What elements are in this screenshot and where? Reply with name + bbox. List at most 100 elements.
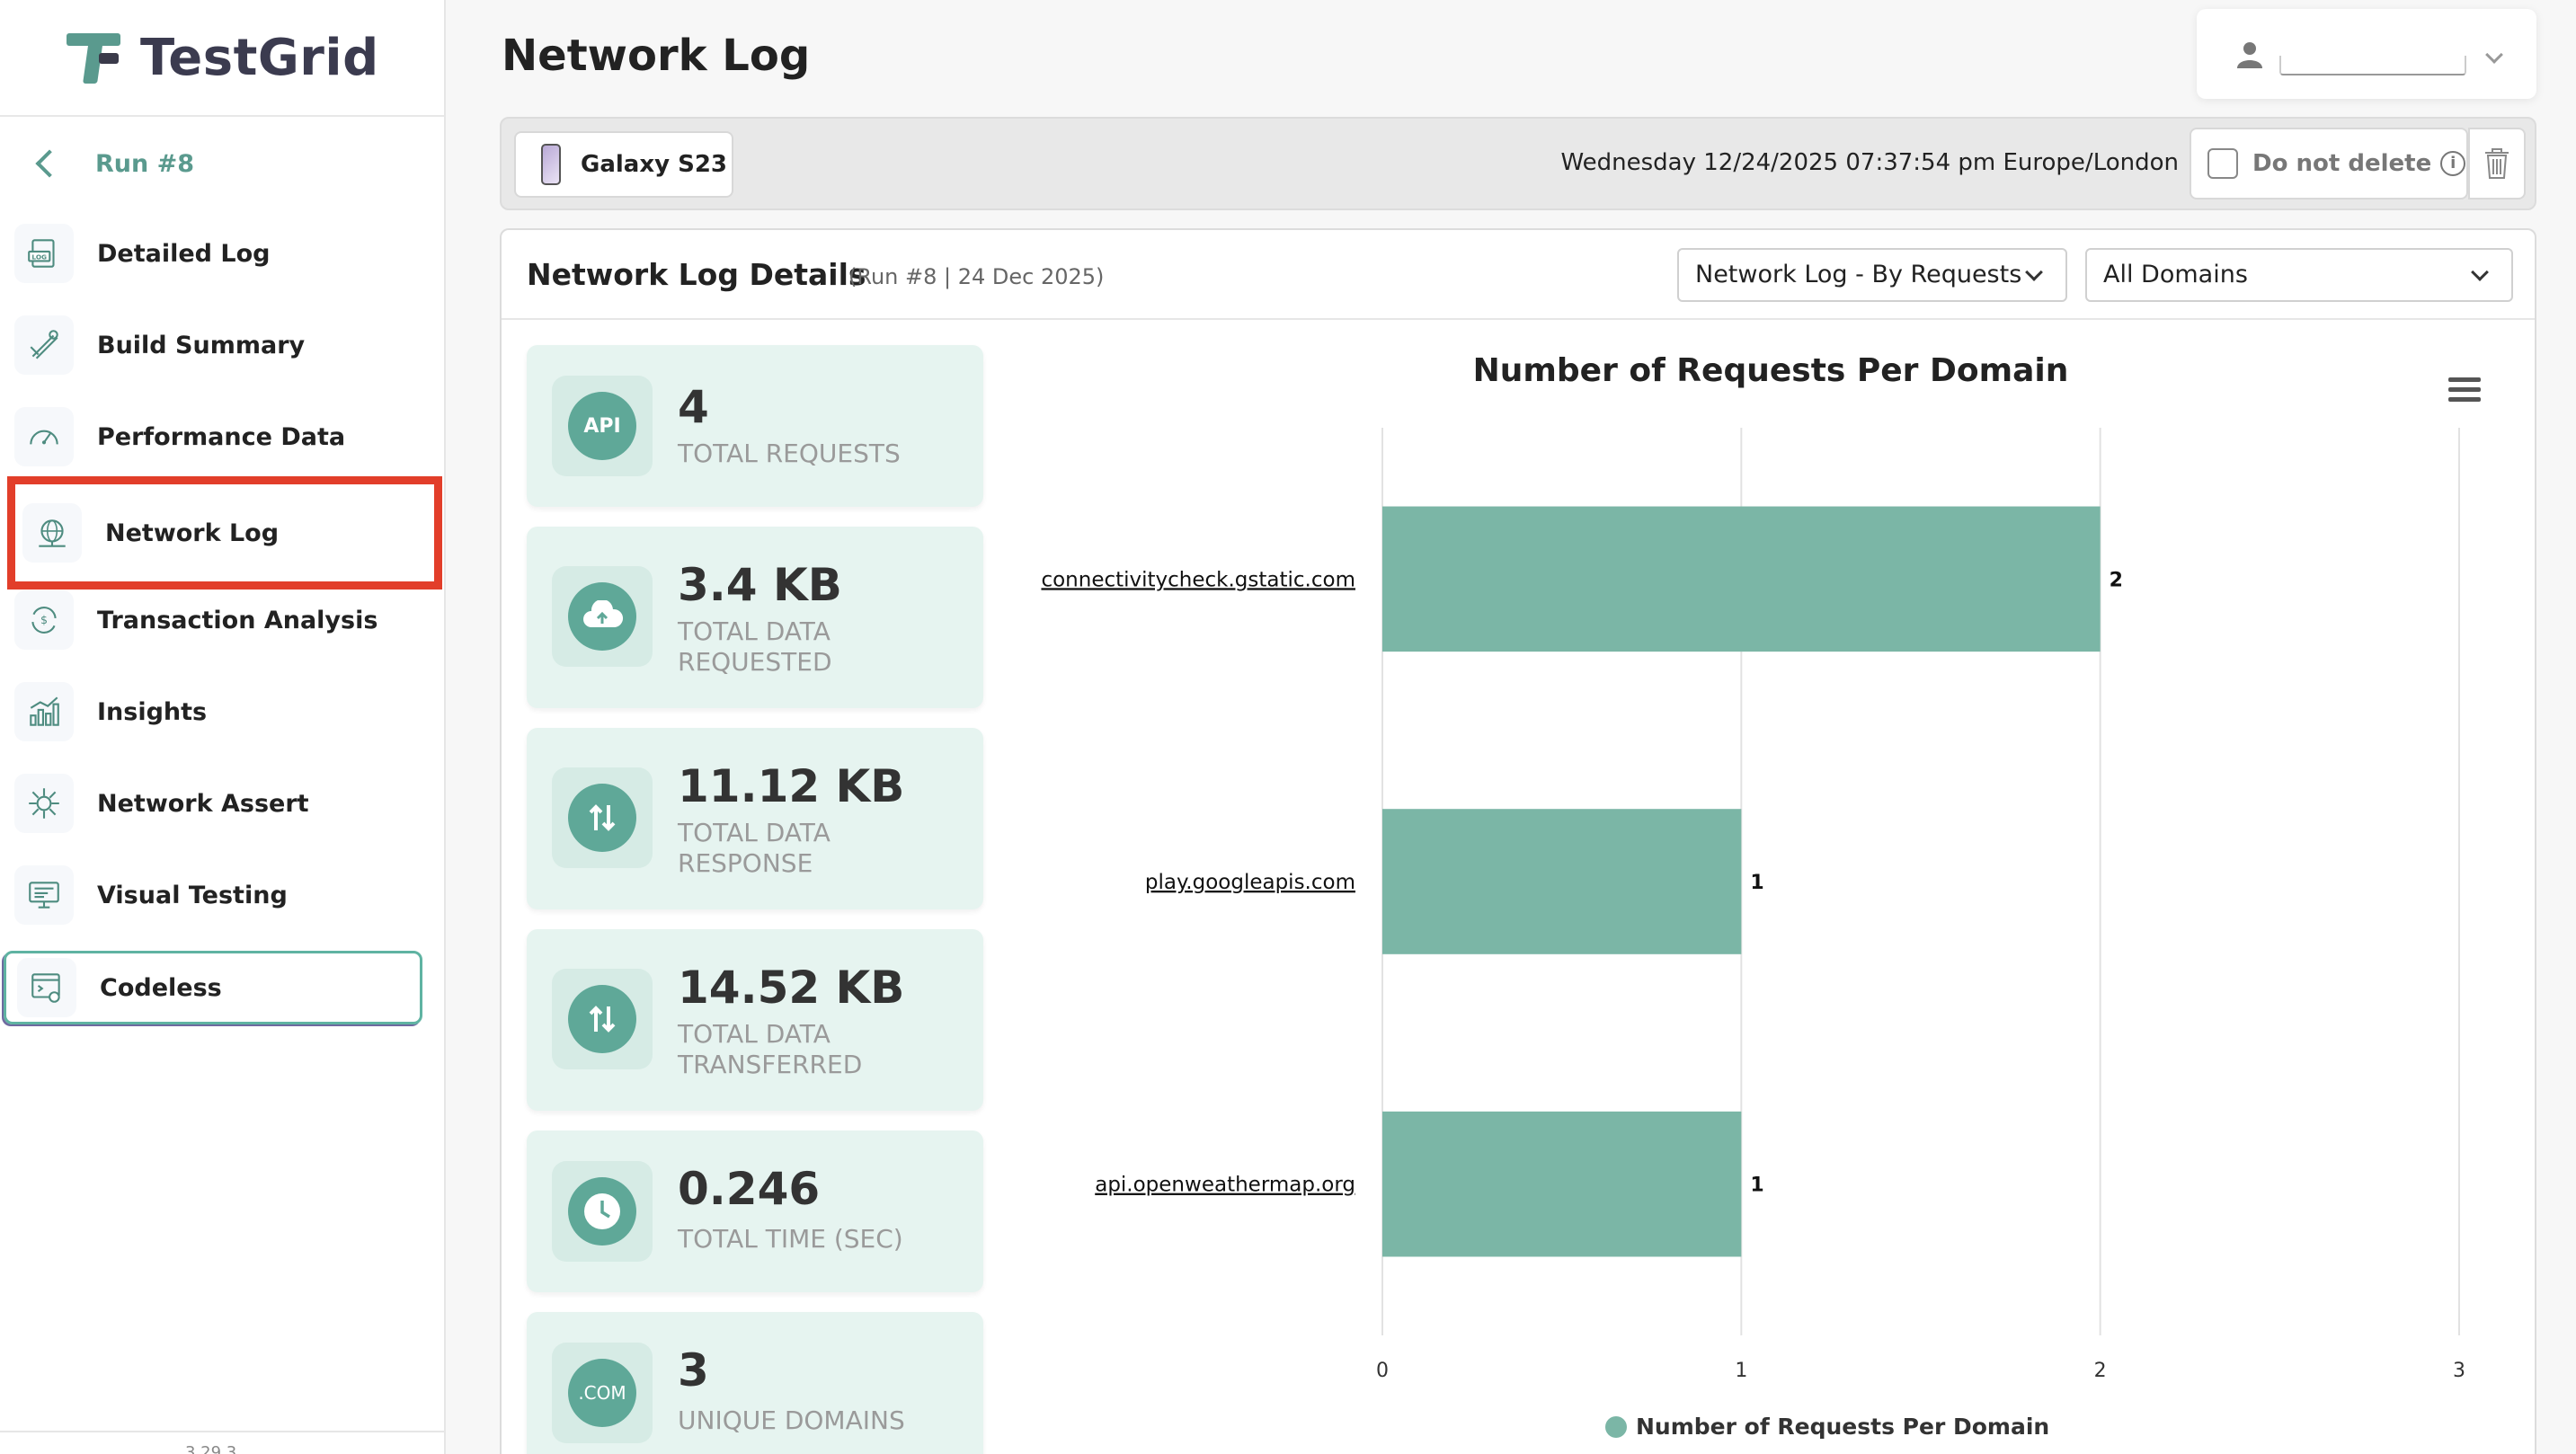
sidebar-item-detailed-log[interactable]: LOG Detailed Log	[14, 217, 424, 289]
stat-card-total-data-transferred: 14.52 KB TOTAL DATA TRANSFERRED	[527, 929, 983, 1111]
sidebar-item-label: Network Log	[105, 519, 280, 547]
bar	[1382, 809, 1742, 954]
user-menu[interactable]	[2197, 9, 2536, 99]
do-not-delete-checkbox[interactable]	[2207, 148, 2238, 179]
sidebar-item-codeless[interactable]: Codeless	[4, 951, 422, 1024]
sidebar-item-label: Insights	[97, 697, 208, 726]
performance-gauge-icon	[14, 407, 74, 466]
stat-value: 3	[678, 1344, 709, 1396]
svg-text:LOG: LOG	[31, 253, 47, 261]
stat-card-total-time: 0.246 TOTAL TIME (SEC)	[527, 1130, 983, 1292]
stat-caption: TOTAL DATA RESPONSE	[678, 818, 831, 878]
sidebar: TestGrid Run #8 LOG Detailed Log Build S…	[0, 0, 446, 1454]
run-datetime: Wednesday 12/24/2025 07:37:54 pm Europe/…	[1560, 149, 2179, 176]
stat-card-total-requests: API 4 TOTAL REQUESTS	[527, 345, 983, 507]
data-label: 1	[1750, 872, 1763, 894]
device-name: Galaxy S23	[581, 151, 728, 178]
device-bar: Galaxy S23 Wednesday 12/24/2025 07:37:54…	[500, 117, 2536, 210]
bar	[1382, 1111, 1742, 1257]
view-mode-select[interactable]: Network Log - By Requests	[1677, 248, 2067, 302]
category-label[interactable]: connectivitycheck.gstatic.com	[1041, 568, 1355, 591]
category-label[interactable]: api.openweathermap.org	[1095, 1174, 1355, 1197]
run-label: Run #8	[95, 149, 195, 178]
testgrid-logo-icon	[67, 30, 124, 85]
sidebar-item-network-assert[interactable]: Network Assert	[14, 767, 424, 839]
codeless-icon	[17, 958, 76, 1017]
stat-value: 4	[678, 381, 709, 433]
stat-card-unique-domains: .COM 3 UNIQUE DOMAINS	[527, 1312, 983, 1454]
do-not-delete-toggle[interactable]: Do not delete i	[2190, 128, 2468, 199]
insights-chart-icon	[14, 682, 74, 741]
cloud-upload-icon	[568, 582, 636, 651]
log-icon: LOG	[14, 224, 74, 283]
chevron-down-icon	[2485, 46, 2503, 64]
legend-marker	[1605, 1416, 1627, 1438]
sidebar-item-label: Codeless	[100, 973, 222, 1002]
x-tick-label: 3	[2453, 1360, 2465, 1382]
brand-name: TestGrid	[140, 28, 379, 87]
info-icon[interactable]: i	[2440, 151, 2466, 176]
stat-caption: UNIQUE DOMAINS	[678, 1405, 905, 1435]
view-mode-value: Network Log - By Requests	[1695, 261, 2022, 288]
sidebar-item-transaction-analysis[interactable]: $ Transaction Analysis	[14, 584, 424, 656]
bar	[1382, 506, 2101, 652]
build-summary-icon	[14, 315, 74, 375]
legend-label[interactable]: Number of Requests Per Domain	[1636, 1414, 2049, 1440]
page-title: Network Log	[502, 31, 811, 81]
delete-button[interactable]	[2468, 128, 2526, 199]
details-header: Network Log Details (Run #8 | 24 Dec 202…	[502, 230, 2535, 320]
sidebar-item-visual-testing[interactable]: Visual Testing	[14, 859, 424, 931]
phone-icon	[541, 144, 561, 185]
domain-filter-select[interactable]: All Domains	[2085, 248, 2513, 302]
sidebar-item-insights[interactable]: Insights	[14, 676, 424, 748]
api-icon: API	[568, 392, 636, 460]
sidebar-item-label: Detailed Log	[97, 239, 271, 268]
sidebar-item-label: Performance Data	[97, 422, 346, 451]
stat-card-total-data-response: 11.12 KB TOTAL DATA RESPONSE	[527, 728, 983, 909]
sidebar-item-build-summary[interactable]: Build Summary	[14, 309, 424, 381]
sidebar-footer: 3.29.3	[0, 1431, 446, 1454]
chevron-down-icon	[2471, 263, 2489, 281]
details-subtitle: (Run #8 | 24 Dec 2025)	[848, 264, 1105, 289]
x-tick-label: 2	[2094, 1360, 2107, 1382]
category-label[interactable]: play.googleapis.com	[1145, 871, 1355, 894]
transfer-arrows-icon	[568, 784, 636, 852]
stat-value: 11.12 KB	[678, 760, 905, 812]
data-label: 1	[1750, 1175, 1763, 1197]
data-label: 2	[2110, 569, 2123, 591]
do-not-delete-label: Do not delete	[2252, 150, 2432, 177]
chart-canvas: 0 1 2 3 2 connectivitycheck.gstatic.com 1 play.…	[1041, 428, 2465, 1440]
trash-icon	[2485, 148, 2509, 179]
stat-caption: TOTAL DATA TRANSFERRED	[678, 1019, 863, 1079]
sidebar-item-label: Network Assert	[97, 789, 309, 818]
chevron-down-icon	[2025, 263, 2043, 281]
stat-card-total-data-requested: 3.4 KB TOTAL DATA REQUESTED	[527, 527, 983, 708]
hamburger-menu-icon[interactable]	[2448, 377, 2481, 404]
domain-filter-value: All Domains	[2103, 261, 2248, 288]
sidebar-item-network-log[interactable]: Network Log	[7, 476, 442, 590]
sidebar-item-label: Visual Testing	[97, 881, 288, 909]
network-globe-icon	[22, 503, 82, 563]
sidebar-item-label: Transaction Analysis	[97, 606, 378, 634]
stat-caption: TOTAL DATA REQUESTED	[678, 616, 832, 677]
sidebar-item-performance-data[interactable]: Performance Data	[14, 401, 424, 473]
app-version: 3.29.3	[185, 1443, 237, 1454]
stat-value: 14.52 KB	[678, 962, 905, 1014]
requests-per-domain-chart: Number of Requests Per Domain 0 1 2 3 2 conne…	[1005, 320, 2536, 1454]
testgrid-logo[interactable]: TestGrid	[0, 0, 444, 117]
user-name-field	[2279, 56, 2466, 75]
visual-testing-icon	[14, 865, 74, 925]
transaction-cycle-icon: $	[14, 590, 74, 650]
network-log-details-panel: Network Log Details (Run #8 | 24 Dec 202…	[500, 228, 2536, 1454]
domain-icon: .COM	[568, 1359, 636, 1427]
svg-text:$: $	[40, 613, 48, 626]
stat-caption: TOTAL REQUESTS	[678, 439, 901, 468]
chart-title: Number of Requests Per Domain	[1472, 352, 2069, 389]
user-icon	[2237, 42, 2262, 68]
run-back-link[interactable]: Run #8	[32, 144, 194, 183]
device-button[interactable]: Galaxy S23	[514, 131, 733, 198]
x-tick-label: 1	[1735, 1360, 1747, 1382]
stat-value: 0.246	[678, 1163, 821, 1215]
transfer-arrows-icon	[568, 985, 636, 1053]
x-tick-label: 0	[1376, 1360, 1389, 1382]
